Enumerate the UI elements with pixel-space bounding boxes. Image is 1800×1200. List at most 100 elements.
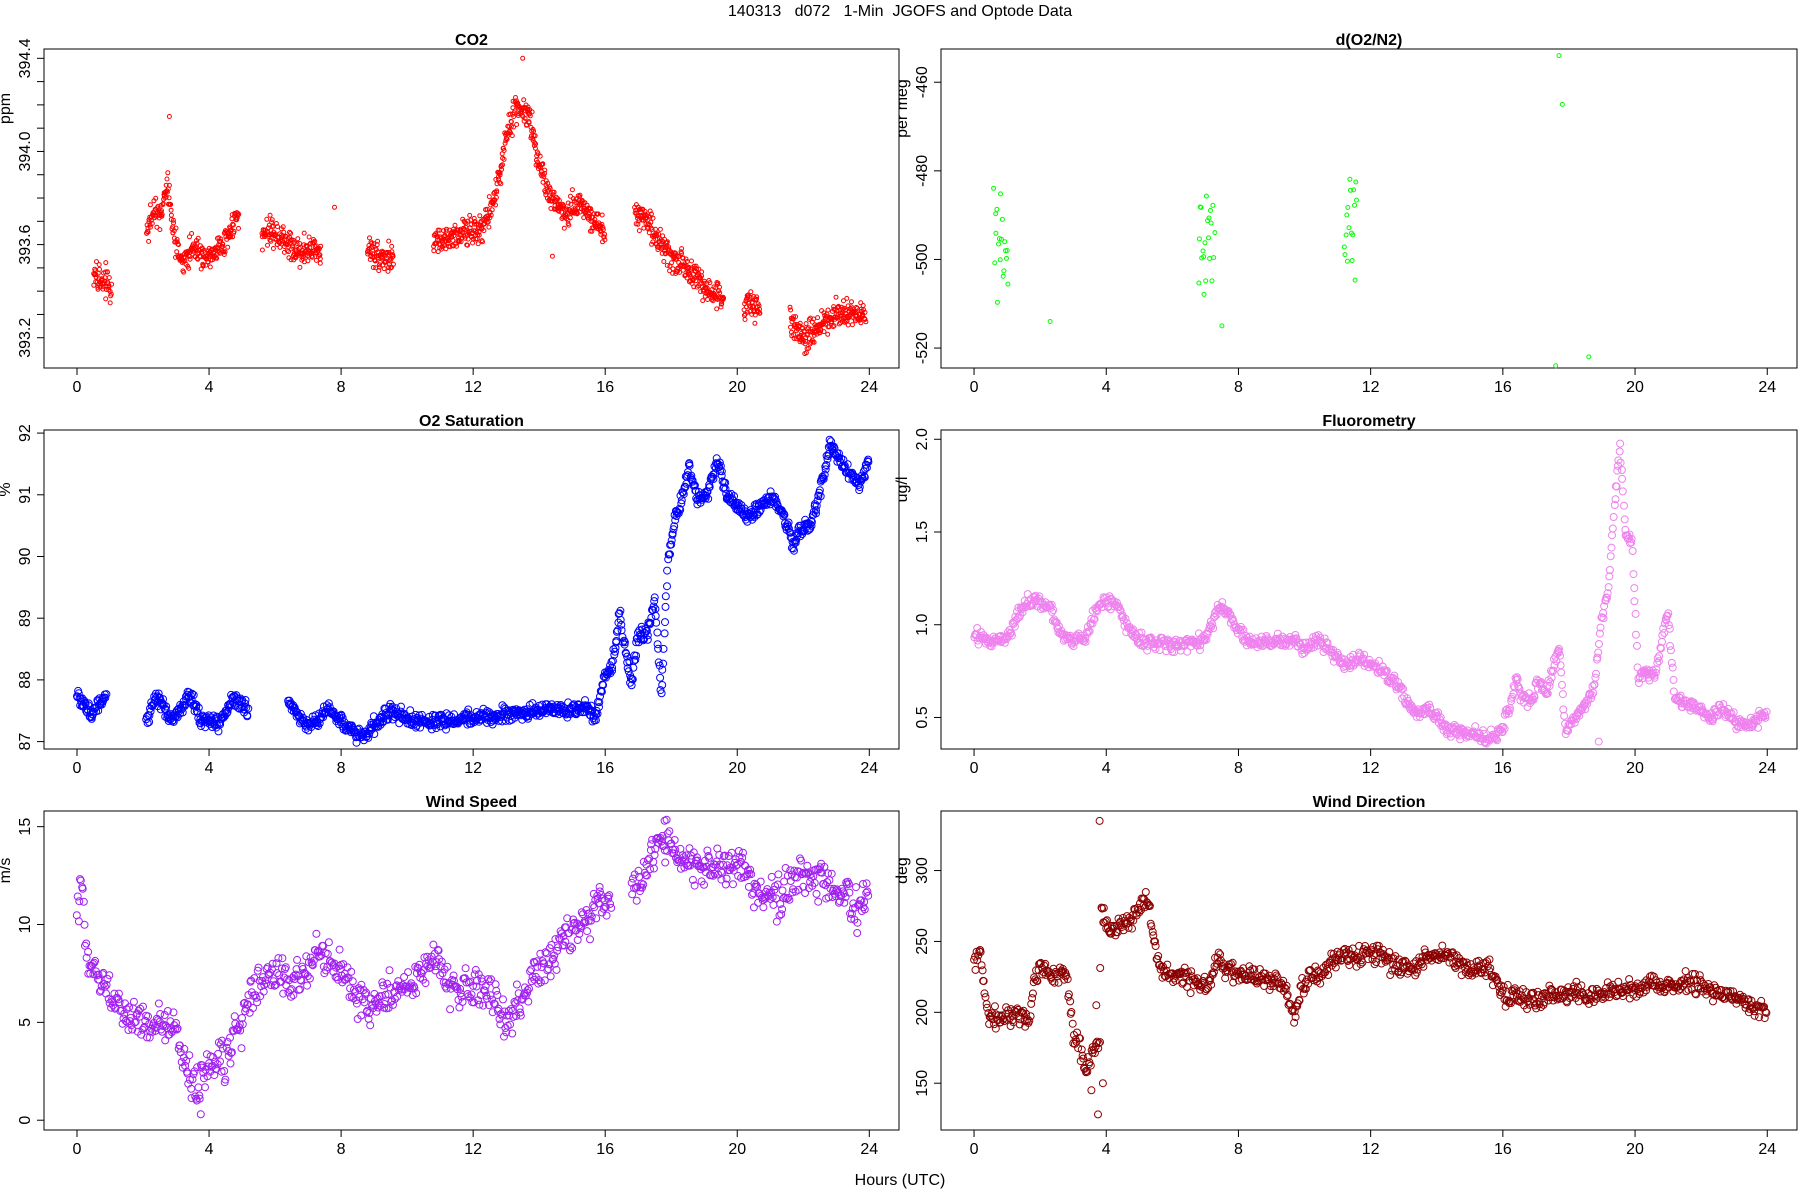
data-point bbox=[458, 997, 467, 1006]
data-point bbox=[243, 712, 252, 721]
data-point bbox=[1207, 256, 1213, 261]
data-point bbox=[93, 274, 99, 280]
x-tick-label: 24 bbox=[860, 1141, 878, 1158]
data-point bbox=[804, 332, 810, 338]
x-tick-label: 4 bbox=[205, 379, 214, 396]
data-point bbox=[602, 231, 607, 237]
data-point bbox=[569, 187, 575, 193]
data-point bbox=[197, 722, 205, 731]
data-point bbox=[742, 317, 748, 322]
data-point bbox=[862, 317, 868, 322]
data-point bbox=[632, 896, 641, 905]
data-point bbox=[550, 192, 556, 198]
data-point bbox=[683, 256, 689, 262]
data-point bbox=[653, 230, 659, 236]
y-tick-label: 394.0 bbox=[17, 131, 34, 171]
data-point bbox=[1594, 648, 1603, 657]
data-point bbox=[477, 213, 483, 219]
data-point bbox=[588, 208, 594, 214]
data-point bbox=[465, 218, 471, 224]
data-point bbox=[690, 277, 696, 282]
data-point bbox=[389, 249, 395, 255]
y-axis-label: ug/l bbox=[894, 477, 911, 503]
data-point bbox=[493, 177, 499, 182]
data-point bbox=[467, 212, 473, 218]
data-point bbox=[1629, 570, 1638, 579]
data-point bbox=[1620, 501, 1628, 510]
data-point bbox=[318, 243, 324, 249]
data-point bbox=[759, 903, 768, 912]
data-point bbox=[286, 249, 291, 255]
data-point bbox=[650, 597, 659, 606]
data-point bbox=[104, 269, 110, 275]
x-tick-label: 20 bbox=[1626, 760, 1644, 777]
data-point bbox=[602, 237, 608, 243]
data-point bbox=[166, 182, 172, 188]
data-point bbox=[188, 689, 197, 698]
data-point bbox=[273, 221, 279, 226]
data-point bbox=[377, 259, 383, 265]
data-point bbox=[480, 239, 485, 245]
data-point bbox=[825, 331, 831, 337]
data-point bbox=[767, 872, 776, 881]
data-point bbox=[245, 1008, 254, 1017]
data-point bbox=[265, 242, 270, 248]
data-point bbox=[627, 681, 636, 690]
data-point bbox=[1595, 640, 1603, 648]
x-tick-label: 0 bbox=[73, 379, 82, 396]
data-point bbox=[1206, 215, 1212, 221]
data-point bbox=[168, 207, 174, 213]
data-point bbox=[386, 249, 392, 255]
data-point bbox=[661, 602, 670, 611]
data-point bbox=[801, 329, 807, 335]
data-point bbox=[567, 215, 573, 221]
data-point bbox=[661, 618, 669, 627]
page-title: 140313 d072 1-Min JGOFS and Optode Data bbox=[727, 3, 1073, 20]
data-point bbox=[1345, 205, 1351, 210]
data-point bbox=[215, 719, 224, 728]
data-point bbox=[511, 124, 516, 130]
data-point bbox=[568, 201, 574, 207]
data-point bbox=[404, 968, 413, 977]
x-tick-label: 16 bbox=[1494, 379, 1512, 396]
data-point bbox=[80, 920, 89, 929]
data-point bbox=[1558, 690, 1567, 699]
data-point bbox=[647, 613, 656, 622]
data-point bbox=[525, 984, 533, 993]
data-point bbox=[825, 876, 834, 885]
y-axis-label: m/s bbox=[0, 858, 14, 884]
data-point bbox=[971, 965, 980, 974]
data-point bbox=[1208, 208, 1213, 213]
data-point bbox=[481, 981, 490, 990]
data-point bbox=[661, 259, 667, 264]
data-point bbox=[1347, 176, 1353, 182]
data-point bbox=[73, 892, 82, 901]
data-point bbox=[545, 180, 551, 186]
data-point bbox=[996, 241, 1001, 247]
data-point bbox=[493, 202, 498, 208]
data-point bbox=[1205, 218, 1211, 224]
data-point bbox=[611, 647, 619, 656]
data-point bbox=[526, 120, 532, 126]
data-point bbox=[802, 341, 808, 347]
data-point bbox=[1631, 630, 1640, 639]
data-point bbox=[416, 723, 425, 732]
data-point bbox=[541, 174, 547, 180]
data-point bbox=[653, 640, 662, 649]
data-point bbox=[849, 299, 854, 305]
data-point bbox=[488, 212, 494, 218]
data-point bbox=[369, 240, 375, 246]
data-point bbox=[990, 1002, 999, 1011]
data-point bbox=[858, 306, 864, 312]
data-point bbox=[803, 861, 812, 870]
data-point bbox=[1350, 232, 1356, 238]
data-points bbox=[970, 439, 1771, 748]
data-point bbox=[1212, 230, 1218, 236]
data-point bbox=[277, 244, 283, 250]
data-point bbox=[432, 724, 441, 733]
data-point bbox=[444, 226, 449, 232]
data-point bbox=[1004, 248, 1010, 253]
data-point bbox=[608, 657, 617, 665]
